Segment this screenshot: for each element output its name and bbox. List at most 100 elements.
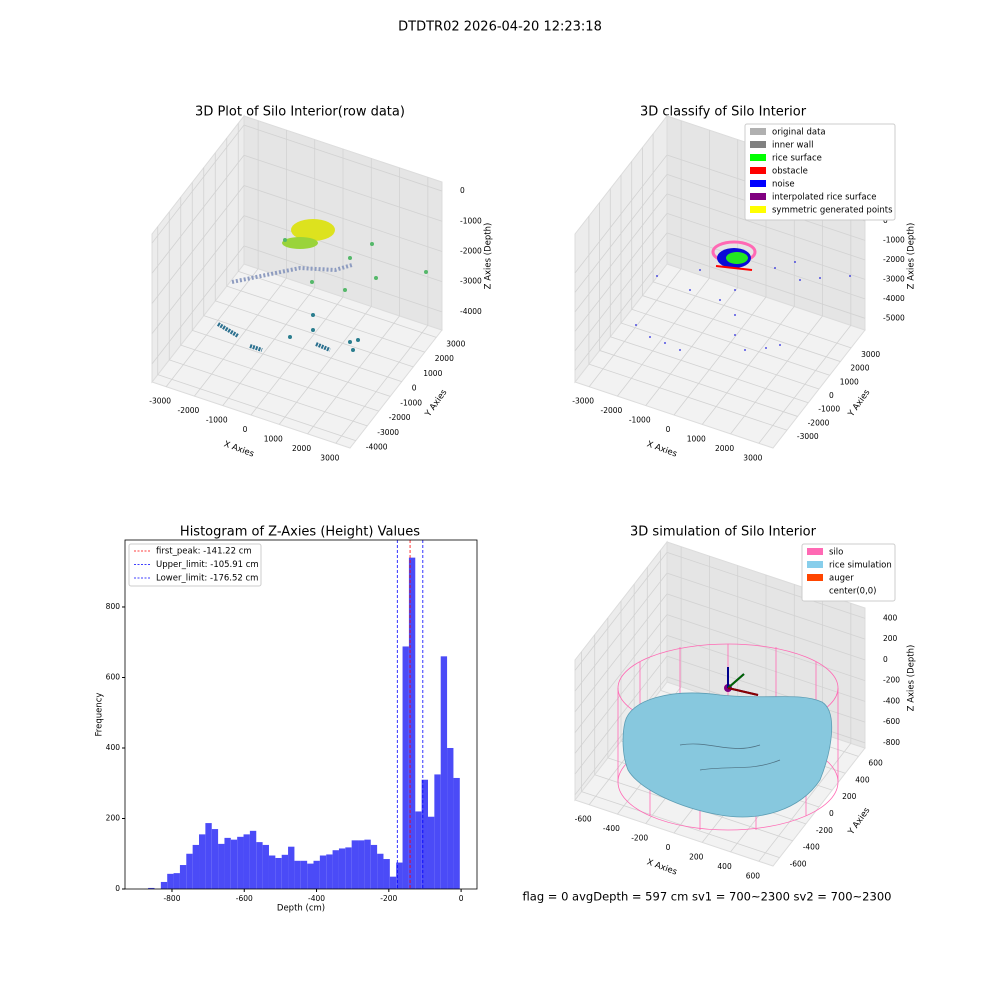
x-tick-label: 0 <box>666 843 671 852</box>
bar <box>427 816 435 889</box>
grid-line <box>203 315 402 383</box>
y-tick-label: -2000 <box>389 413 411 422</box>
legend-swatch <box>750 141 766 148</box>
grid-line <box>599 350 798 417</box>
z-tick-label: -2000 <box>883 255 905 264</box>
x-tick-label: 600 <box>746 871 761 880</box>
x-tick-label: 2000 <box>715 444 734 453</box>
legend-label: symmetric generated points <box>772 206 893 216</box>
x-tick-label: -400 <box>603 824 620 833</box>
z-tick-label: -4000 <box>460 307 482 316</box>
z-axis-label: Z Axies (Depth) <box>907 223 917 290</box>
grid-line <box>226 285 425 353</box>
z-tick-label: 0 <box>460 186 465 195</box>
z-tick-label: -5000 <box>883 313 905 322</box>
x-tick-label: 3000 <box>743 453 762 462</box>
x-tick-label: 200 <box>689 852 704 861</box>
y-tick-label: -400 <box>803 843 820 852</box>
bar <box>358 840 365 889</box>
legend-label: obstacle <box>772 167 808 177</box>
bar <box>300 860 308 889</box>
y-tick-label: 0 <box>115 884 120 893</box>
point-cluster <box>231 263 353 284</box>
bar <box>224 837 231 889</box>
y-tick-label: -3000 <box>797 432 819 441</box>
footer: flag = 0 avgDepth = 597 cm sv1 = 700~230… <box>523 890 892 904</box>
grid-line <box>574 213 668 332</box>
x-axis-label: X Axies <box>222 439 255 459</box>
grid-line <box>574 593 668 713</box>
bar <box>307 863 314 889</box>
bar <box>148 887 155 889</box>
grid-line <box>574 174 668 293</box>
plot-frame <box>124 539 478 890</box>
grid-line <box>238 270 437 338</box>
y-tick-label: 200 <box>842 792 857 801</box>
grid-line <box>574 252 668 371</box>
y-tick-label: 0 <box>412 384 417 393</box>
figure-title: DTDTR02 2026-04-20 12:23:18 <box>398 20 602 35</box>
grid-line <box>180 344 379 412</box>
grid-line <box>278 306 372 425</box>
z-tick-label: -1000 <box>460 216 482 225</box>
bar <box>364 839 371 889</box>
bar <box>345 847 352 889</box>
grid-line <box>652 281 852 349</box>
y-tick-label: 800 <box>106 602 121 611</box>
grid-line <box>666 572 866 640</box>
bar <box>370 844 378 889</box>
y-axis-label: Y Axies <box>846 387 873 419</box>
x-axis-label: X Axies <box>645 857 678 877</box>
x-tick-label: 0 <box>666 425 671 434</box>
x-tick-label: -400 <box>308 894 325 903</box>
bar <box>281 854 289 889</box>
auger-axes <box>727 687 759 696</box>
z-tick-label: -4000 <box>883 294 905 303</box>
bar <box>199 834 206 889</box>
bar <box>179 865 187 889</box>
grid-line <box>243 154 443 222</box>
point-cluster <box>282 237 318 249</box>
x-tick-label: -1000 <box>206 416 228 425</box>
grid-line <box>215 300 414 368</box>
z-tick-label: -400 <box>883 696 900 705</box>
x-tick-label: -2000 <box>601 406 623 415</box>
y-tick-label: -1000 <box>818 405 840 414</box>
grid-line <box>588 363 788 431</box>
bar <box>249 830 257 889</box>
bar <box>447 747 454 889</box>
x-tick-label: -200 <box>631 834 648 843</box>
bar <box>160 881 168 889</box>
bar <box>313 860 320 889</box>
y-tick-label: 0 <box>829 809 834 818</box>
y-tick-label: 400 <box>855 775 870 784</box>
bar <box>338 848 346 889</box>
y-tick-label: 400 <box>106 743 121 752</box>
legend-label: first_peak: -141.22 cm <box>156 547 252 557</box>
legend-label: original data <box>772 128 826 138</box>
x-tick-label: -600 <box>575 815 592 824</box>
grid-line <box>574 193 668 313</box>
grid-line <box>243 215 443 283</box>
bar <box>211 829 219 889</box>
bar <box>383 859 390 889</box>
bar <box>288 846 295 889</box>
auger-axes <box>727 673 745 689</box>
grid-line <box>243 124 443 192</box>
bar <box>205 823 212 889</box>
panel-title: 3D simulation of Silo Interior <box>630 525 817 540</box>
grid-line <box>574 655 668 775</box>
bar <box>440 656 448 889</box>
legend-swatch <box>750 128 766 135</box>
bar <box>167 873 174 889</box>
y-tick-label: 1000 <box>423 369 442 378</box>
z-tick-label: -2000 <box>460 246 482 255</box>
bar <box>230 839 238 889</box>
legend-label: Upper_limit: -105.91 cm <box>156 560 259 570</box>
legend-swatch <box>750 167 766 174</box>
legend-label: center(0,0) <box>829 587 877 597</box>
legend-swatch <box>807 548 823 555</box>
y-tick-label: 3000 <box>446 339 465 348</box>
x-tick-label: -200 <box>380 894 397 903</box>
grid-line <box>250 296 344 416</box>
